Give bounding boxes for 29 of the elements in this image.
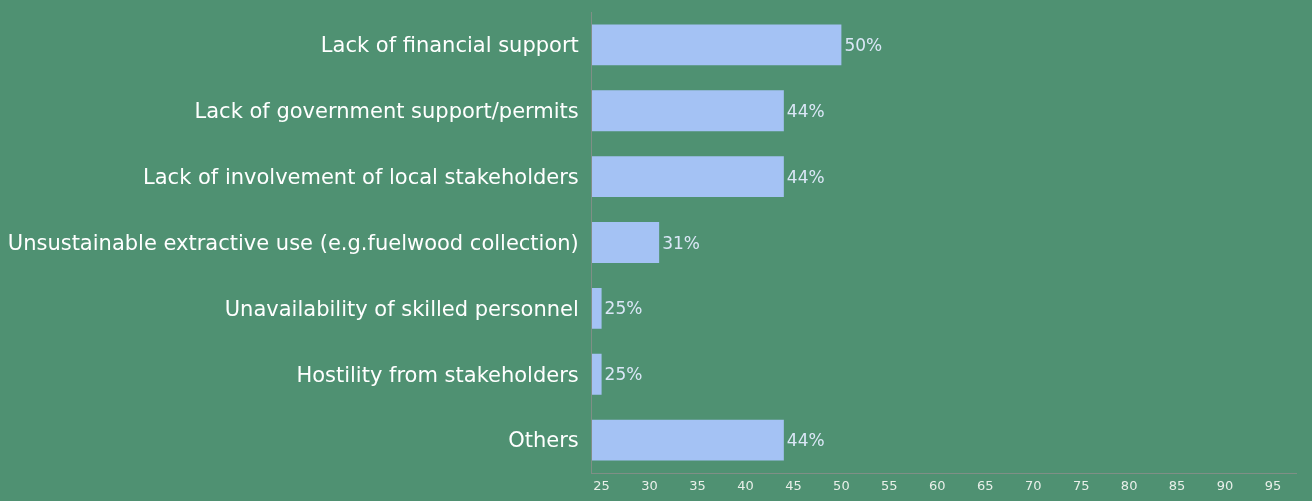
data-label: 44%	[786, 166, 825, 187]
x-tick-label: 30	[641, 477, 658, 493]
y-tick-label: Unavailability of skilled personnel	[224, 296, 579, 321]
x-tick-label: 50	[833, 477, 850, 493]
x-tick-label: 35	[689, 477, 706, 493]
x-tick-label: 25	[593, 477, 610, 493]
x-tick-label: 90	[1216, 477, 1234, 493]
x-tick-label: 65	[977, 477, 994, 493]
y-tick-label: Others	[508, 428, 579, 453]
x-tick-label: 80	[1120, 477, 1138, 493]
y-tick-label: Unsustainable extractive use (e.g.fuelwood collection)	[7, 230, 579, 255]
x-tick-label: 60	[929, 477, 946, 493]
y-tick-label: Lack of involvement of local stakeholders	[143, 164, 579, 189]
data-label: 50%	[844, 34, 883, 55]
data-label: 44%	[786, 100, 825, 121]
x-tick-label: 40	[737, 477, 754, 493]
data-label: 25%	[604, 298, 643, 319]
x-tick-label: 45	[785, 477, 802, 493]
data-label: 31%	[662, 232, 700, 253]
y-tick-label: Hostility from stakeholders	[296, 362, 579, 387]
y-tick-label: Lack of financial support	[320, 33, 579, 58]
x-tick-label: 75	[1072, 477, 1090, 493]
y-tick-label: Lack of government support/permits	[194, 99, 579, 124]
data-label: 44%	[786, 430, 825, 451]
data-label: 25%	[604, 364, 643, 385]
x-tick-label: 95	[1264, 477, 1282, 493]
x-tick-label: 85	[1168, 477, 1186, 493]
x-tick-label: 70	[1024, 477, 1042, 493]
x-tick-label: 55	[881, 477, 898, 493]
